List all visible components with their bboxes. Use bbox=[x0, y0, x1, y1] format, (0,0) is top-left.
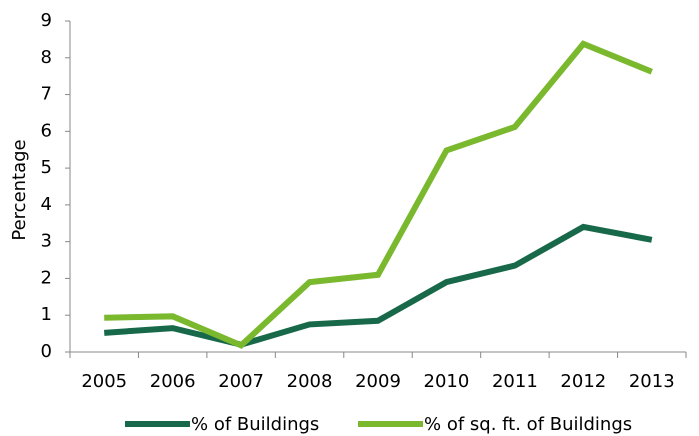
x-tick-label: 2009 bbox=[355, 371, 401, 392]
y-tick-label: 9 bbox=[41, 10, 52, 31]
y-tick-label: 7 bbox=[41, 84, 52, 105]
y-tick-label: 3 bbox=[41, 231, 52, 252]
x-tick-label: 2006 bbox=[150, 371, 196, 392]
y-tick-label: 5 bbox=[41, 157, 52, 178]
y-tick-label: 2 bbox=[41, 267, 52, 288]
x-tick-label: 2010 bbox=[424, 371, 470, 392]
y-tick-label: 0 bbox=[41, 341, 52, 362]
y-axis-label: Percentage bbox=[9, 139, 30, 240]
y-tick-label: 1 bbox=[41, 304, 52, 325]
data-line bbox=[104, 40, 653, 349]
x-tick-label: 2005 bbox=[81, 371, 127, 392]
y-tick-label: 6 bbox=[41, 120, 52, 141]
data-line bbox=[104, 223, 653, 348]
x-tick-label: 2008 bbox=[287, 371, 333, 392]
y-tick-label: 4 bbox=[41, 194, 52, 215]
x-tick-label: 2007 bbox=[218, 371, 264, 392]
y-tick-label: 8 bbox=[41, 47, 52, 68]
x-tick-label: 2012 bbox=[560, 371, 606, 392]
x-tick-label: 2011 bbox=[492, 371, 538, 392]
x-tick-label: 2013 bbox=[629, 371, 675, 392]
legend-label: % of Buildings bbox=[191, 414, 319, 435]
legend-label: % of sq. ft. of Buildings bbox=[424, 414, 632, 435]
